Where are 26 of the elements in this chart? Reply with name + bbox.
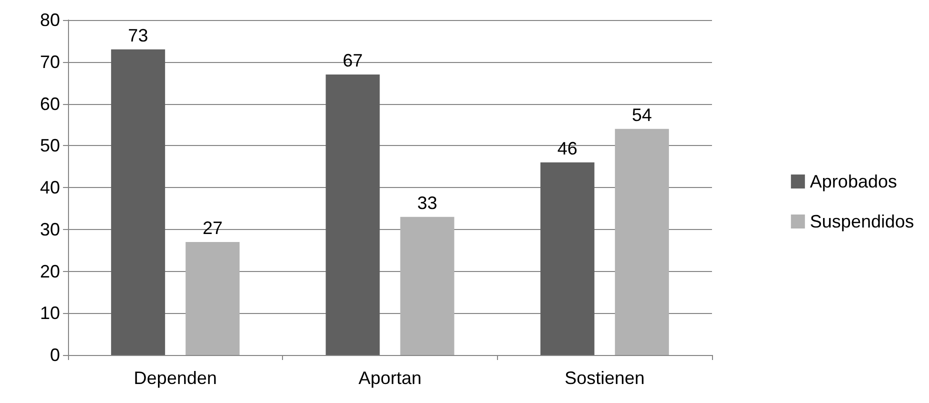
bar xyxy=(614,128,669,355)
legend-label: Aprobados xyxy=(810,172,897,192)
y-tick-label: 0 xyxy=(50,345,60,365)
bar xyxy=(186,242,240,355)
bar xyxy=(540,162,594,355)
y-tick-label: 80 xyxy=(40,10,60,30)
data-label: 73 xyxy=(128,25,148,46)
data-label: 27 xyxy=(202,218,223,238)
y-tick-label: 20 xyxy=(40,261,60,282)
y-tick-label: 50 xyxy=(40,136,60,156)
x-tick-label: Sostienen xyxy=(564,368,645,388)
y-tick-label: 70 xyxy=(40,52,60,72)
y-tick-label: 10 xyxy=(40,303,60,324)
y-tick-label: 30 xyxy=(40,219,60,240)
y-tick-label: 60 xyxy=(40,94,60,114)
bar xyxy=(111,49,166,355)
data-label: 54 xyxy=(632,104,652,125)
data-label: 67 xyxy=(342,50,363,70)
y-tick-label: 40 xyxy=(40,178,60,198)
x-tick-label: Aportan xyxy=(358,368,422,388)
bar xyxy=(326,74,380,355)
bar xyxy=(400,216,454,355)
data-label: 33 xyxy=(417,192,438,213)
legend-label: Suspendidos xyxy=(810,212,914,232)
x-tick-label: Dependen xyxy=(134,368,217,388)
data-label: 46 xyxy=(557,138,578,158)
